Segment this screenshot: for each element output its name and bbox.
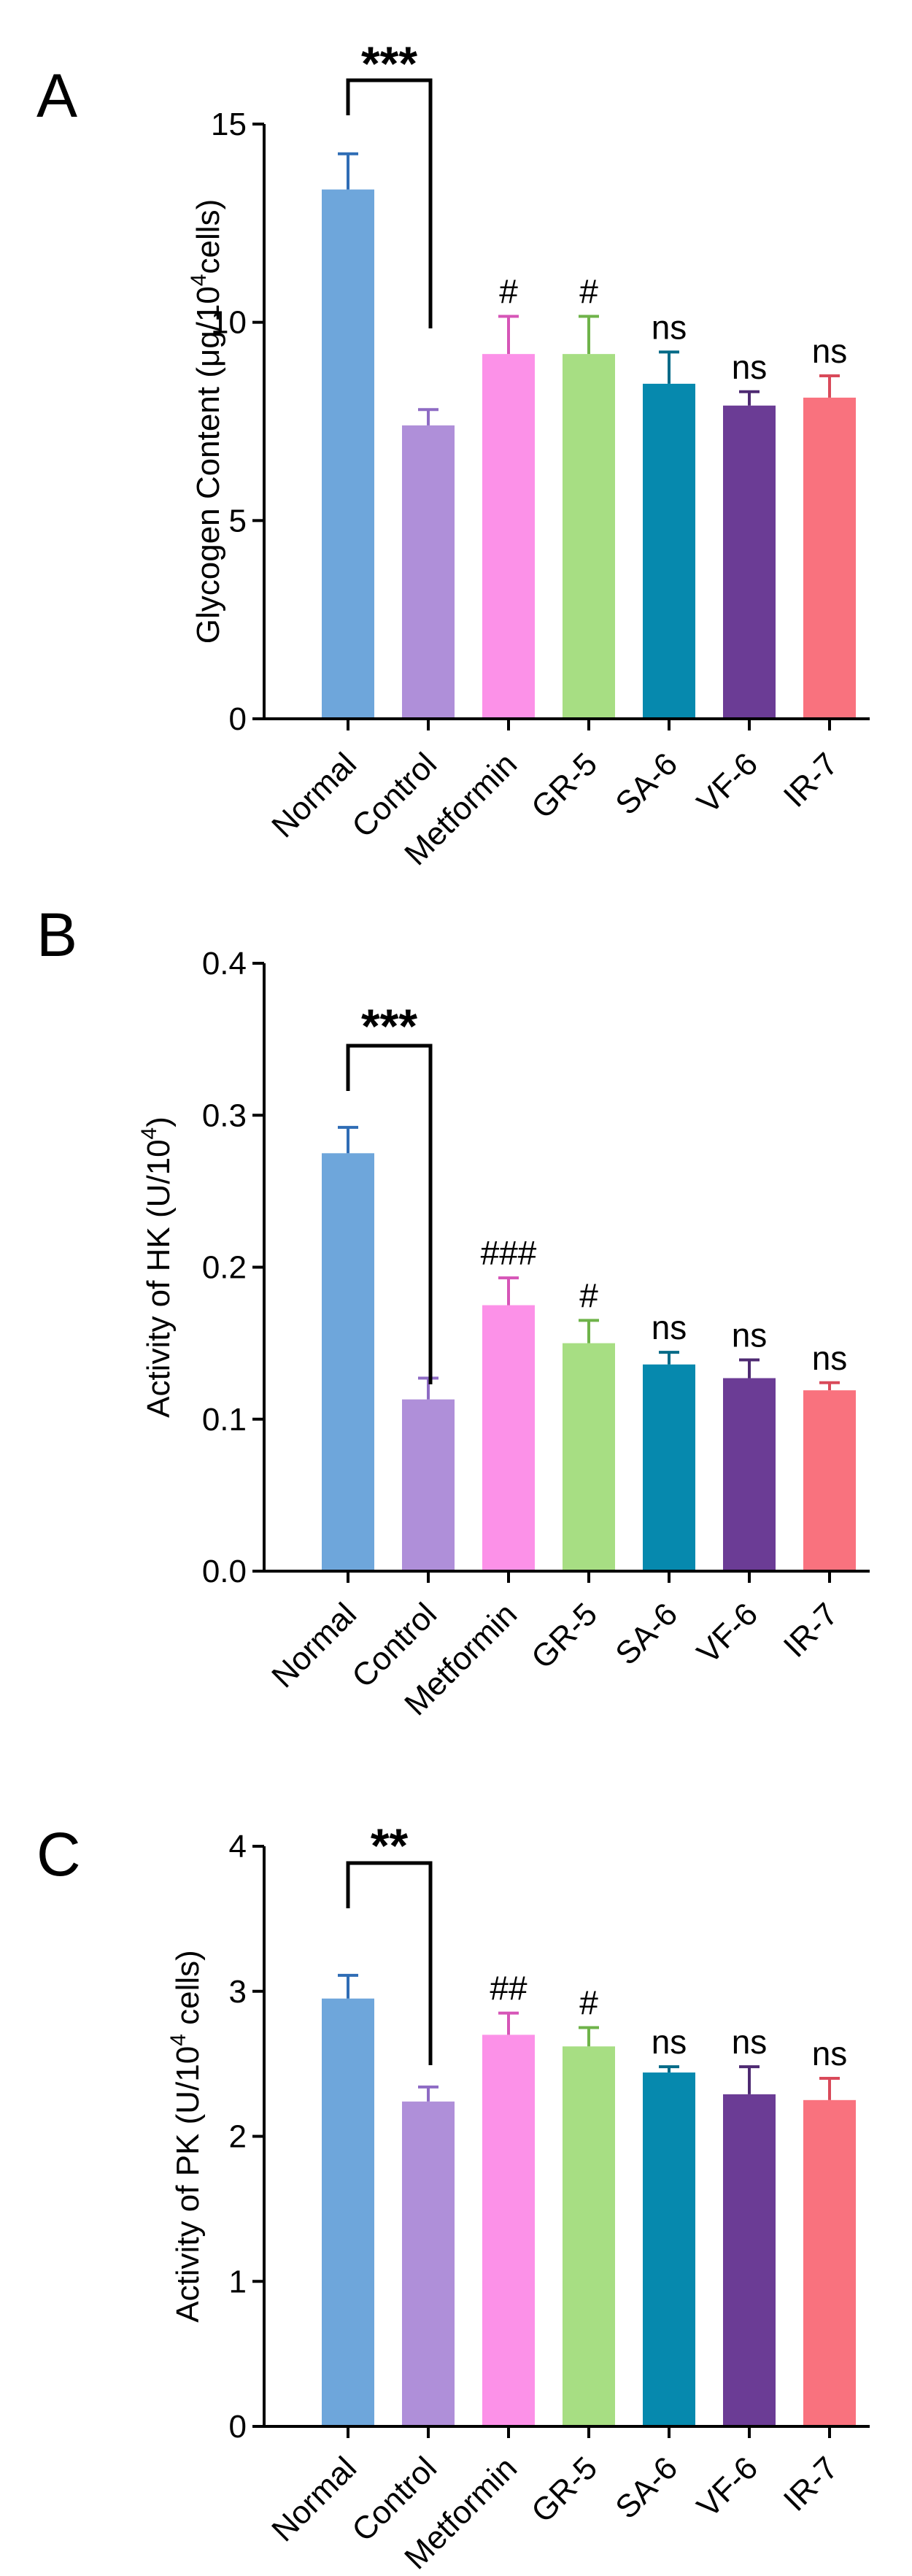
x-tick-label: Normal bbox=[265, 746, 363, 844]
x-tick-label: Normal bbox=[265, 2450, 363, 2548]
panel-label: A bbox=[36, 61, 77, 130]
significance-label: ## bbox=[490, 1970, 528, 2008]
significance-label: # bbox=[579, 1276, 598, 1314]
panel-label: C bbox=[36, 1820, 81, 1889]
y-tick-label: 0 bbox=[229, 2409, 247, 2445]
y-tick-label: 4 bbox=[229, 1829, 247, 1864]
y-tick-label: 0.1 bbox=[202, 1402, 247, 1438]
y-tick-label: 15 bbox=[211, 107, 247, 142]
bar-sa-6 bbox=[643, 383, 695, 719]
significance-label: ns bbox=[652, 1308, 687, 1346]
panel-a: A Glycogen Content (μg/104cells) # # ns ns ns 0… bbox=[36, 36, 870, 872]
y-tick-label: 0.0 bbox=[202, 1554, 247, 1589]
significance-bracket bbox=[346, 78, 433, 328]
y-tick-label: 5 bbox=[229, 503, 247, 539]
bar-sa-6 bbox=[643, 1364, 695, 1571]
x-tick-label: SA-6 bbox=[608, 746, 684, 822]
significance-bracket bbox=[346, 1861, 433, 2065]
significance-label: ns bbox=[812, 332, 848, 370]
y-tick-label: 0.4 bbox=[202, 946, 247, 982]
bar-gr-5 bbox=[563, 1343, 615, 1571]
significance-label: ### bbox=[481, 1234, 537, 1272]
x-tick-label: VF-6 bbox=[690, 746, 765, 820]
significance-label: ns bbox=[652, 2023, 687, 2061]
y-tick-label: 0.2 bbox=[202, 1250, 247, 1286]
bar-metformin bbox=[482, 1305, 535, 1571]
bar-vf-6 bbox=[723, 1378, 776, 1571]
x-tick-label: GR-5 bbox=[525, 746, 604, 825]
bracket-significance-label: *** bbox=[361, 36, 417, 90]
bar-control bbox=[402, 2101, 455, 2426]
bar-gr-5 bbox=[563, 354, 615, 719]
bar-sa-6 bbox=[643, 2072, 695, 2426]
x-tick-label: VF-6 bbox=[690, 1596, 765, 1670]
y-axis-title-main: Activity of HK (U/10 bbox=[141, 1139, 177, 1417]
y-axis-title-tail: cells) bbox=[170, 1950, 206, 2034]
y-tick-label: 2 bbox=[229, 2119, 247, 2155]
x-tick-label: Normal bbox=[265, 1596, 363, 1694]
y-axis-title: Activity of HK (U/104) bbox=[137, 1117, 177, 1418]
y-axis-title-tail: ) bbox=[141, 1117, 177, 1127]
y-tick-label: 3 bbox=[229, 1974, 247, 2010]
bar-normal bbox=[322, 189, 374, 719]
bar-gr-5 bbox=[563, 2046, 615, 2426]
significance-label: ns bbox=[652, 308, 687, 346]
significance-label: ns bbox=[732, 1316, 768, 1354]
y-axis-title-superscript: 4 bbox=[137, 1127, 161, 1140]
y-axis-title-main: Glycogen Content (μg/10 bbox=[190, 286, 226, 644]
significance-label: ns bbox=[812, 2035, 848, 2072]
y-axis-title: Glycogen Content (μg/104cells) bbox=[187, 199, 226, 644]
y-axis-title-main: Activity of PK (U/10 bbox=[170, 2046, 206, 2323]
significance-label: # bbox=[579, 1983, 598, 2021]
bar-ir-7 bbox=[803, 2099, 856, 2426]
bar-control bbox=[402, 425, 455, 719]
y-axis-title-tail: cells) bbox=[190, 199, 226, 274]
bracket-significance-label: *** bbox=[361, 999, 417, 1053]
y-tick-label: 10 bbox=[211, 305, 247, 341]
x-tick-label: IR-7 bbox=[777, 746, 845, 814]
significance-label: ns bbox=[732, 2023, 768, 2061]
bar-ir-7 bbox=[803, 397, 856, 719]
bar-normal bbox=[322, 1153, 374, 1571]
bracket-significance-label: ** bbox=[371, 1819, 409, 1873]
x-tick-label: SA-6 bbox=[608, 1596, 684, 1672]
x-tick-label: GR-5 bbox=[525, 1596, 604, 1675]
bar-ir-7 bbox=[803, 1390, 856, 1571]
y-axis-title-superscript: 4 bbox=[166, 2034, 190, 2046]
significance-bracket bbox=[346, 1044, 433, 1384]
panel-label: B bbox=[36, 901, 77, 969]
y-tick-label: 0 bbox=[229, 701, 247, 737]
bar-vf-6 bbox=[723, 2094, 776, 2426]
x-tick-label: GR-5 bbox=[525, 2450, 604, 2529]
y-tick-label: 0.3 bbox=[202, 1098, 247, 1133]
bar-metformin bbox=[482, 354, 535, 719]
bar-metformin bbox=[482, 2035, 535, 2426]
x-tick-label: VF-6 bbox=[690, 2450, 765, 2524]
significance-label: # bbox=[499, 273, 518, 311]
x-tick-label: SA-6 bbox=[608, 2450, 684, 2526]
bar-control bbox=[402, 1399, 455, 1571]
y-axis-title-superscript: 4 bbox=[187, 274, 211, 286]
bar-normal bbox=[322, 1998, 374, 2426]
x-tick-label: IR-7 bbox=[777, 1596, 845, 1664]
x-tick-label: IR-7 bbox=[777, 2450, 845, 2518]
y-axis-title: Activity of PK (U/104 cells) bbox=[166, 1950, 206, 2323]
bar-vf-6 bbox=[723, 405, 776, 719]
significance-label: ns bbox=[732, 348, 768, 386]
significance-label: # bbox=[579, 273, 598, 311]
significance-label: ns bbox=[812, 1339, 848, 1377]
y-tick-label: 1 bbox=[229, 2264, 247, 2299]
